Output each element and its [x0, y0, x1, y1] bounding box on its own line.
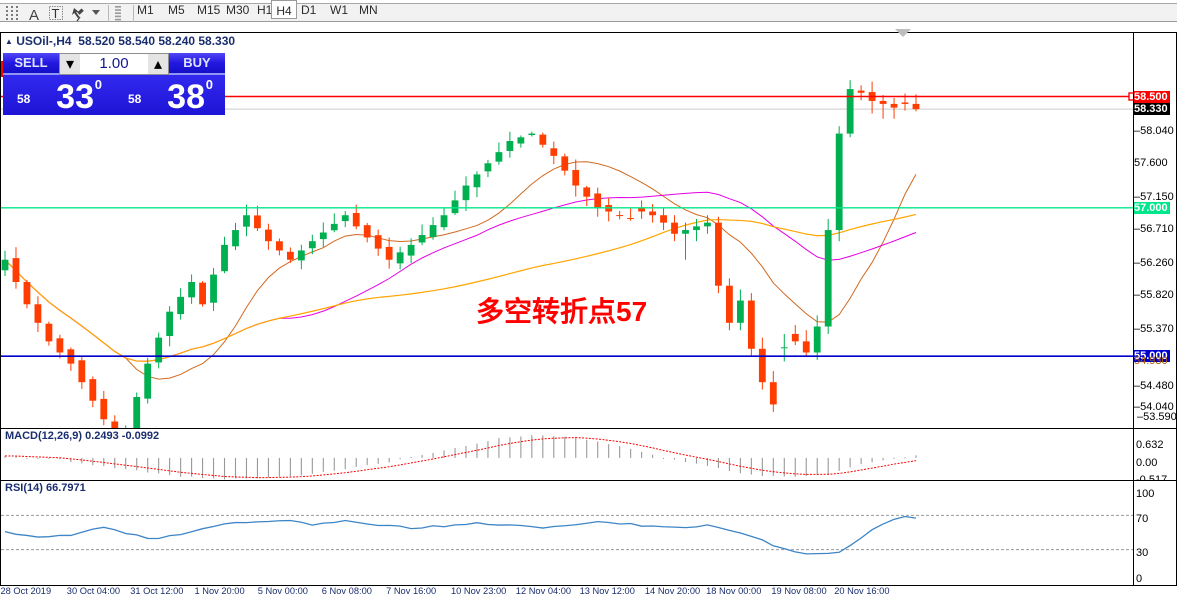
svg-text:T: T [52, 6, 60, 21]
svg-text:多空转折点57: 多空转折点57 [476, 295, 647, 327]
svg-text:A: A [29, 7, 39, 22]
